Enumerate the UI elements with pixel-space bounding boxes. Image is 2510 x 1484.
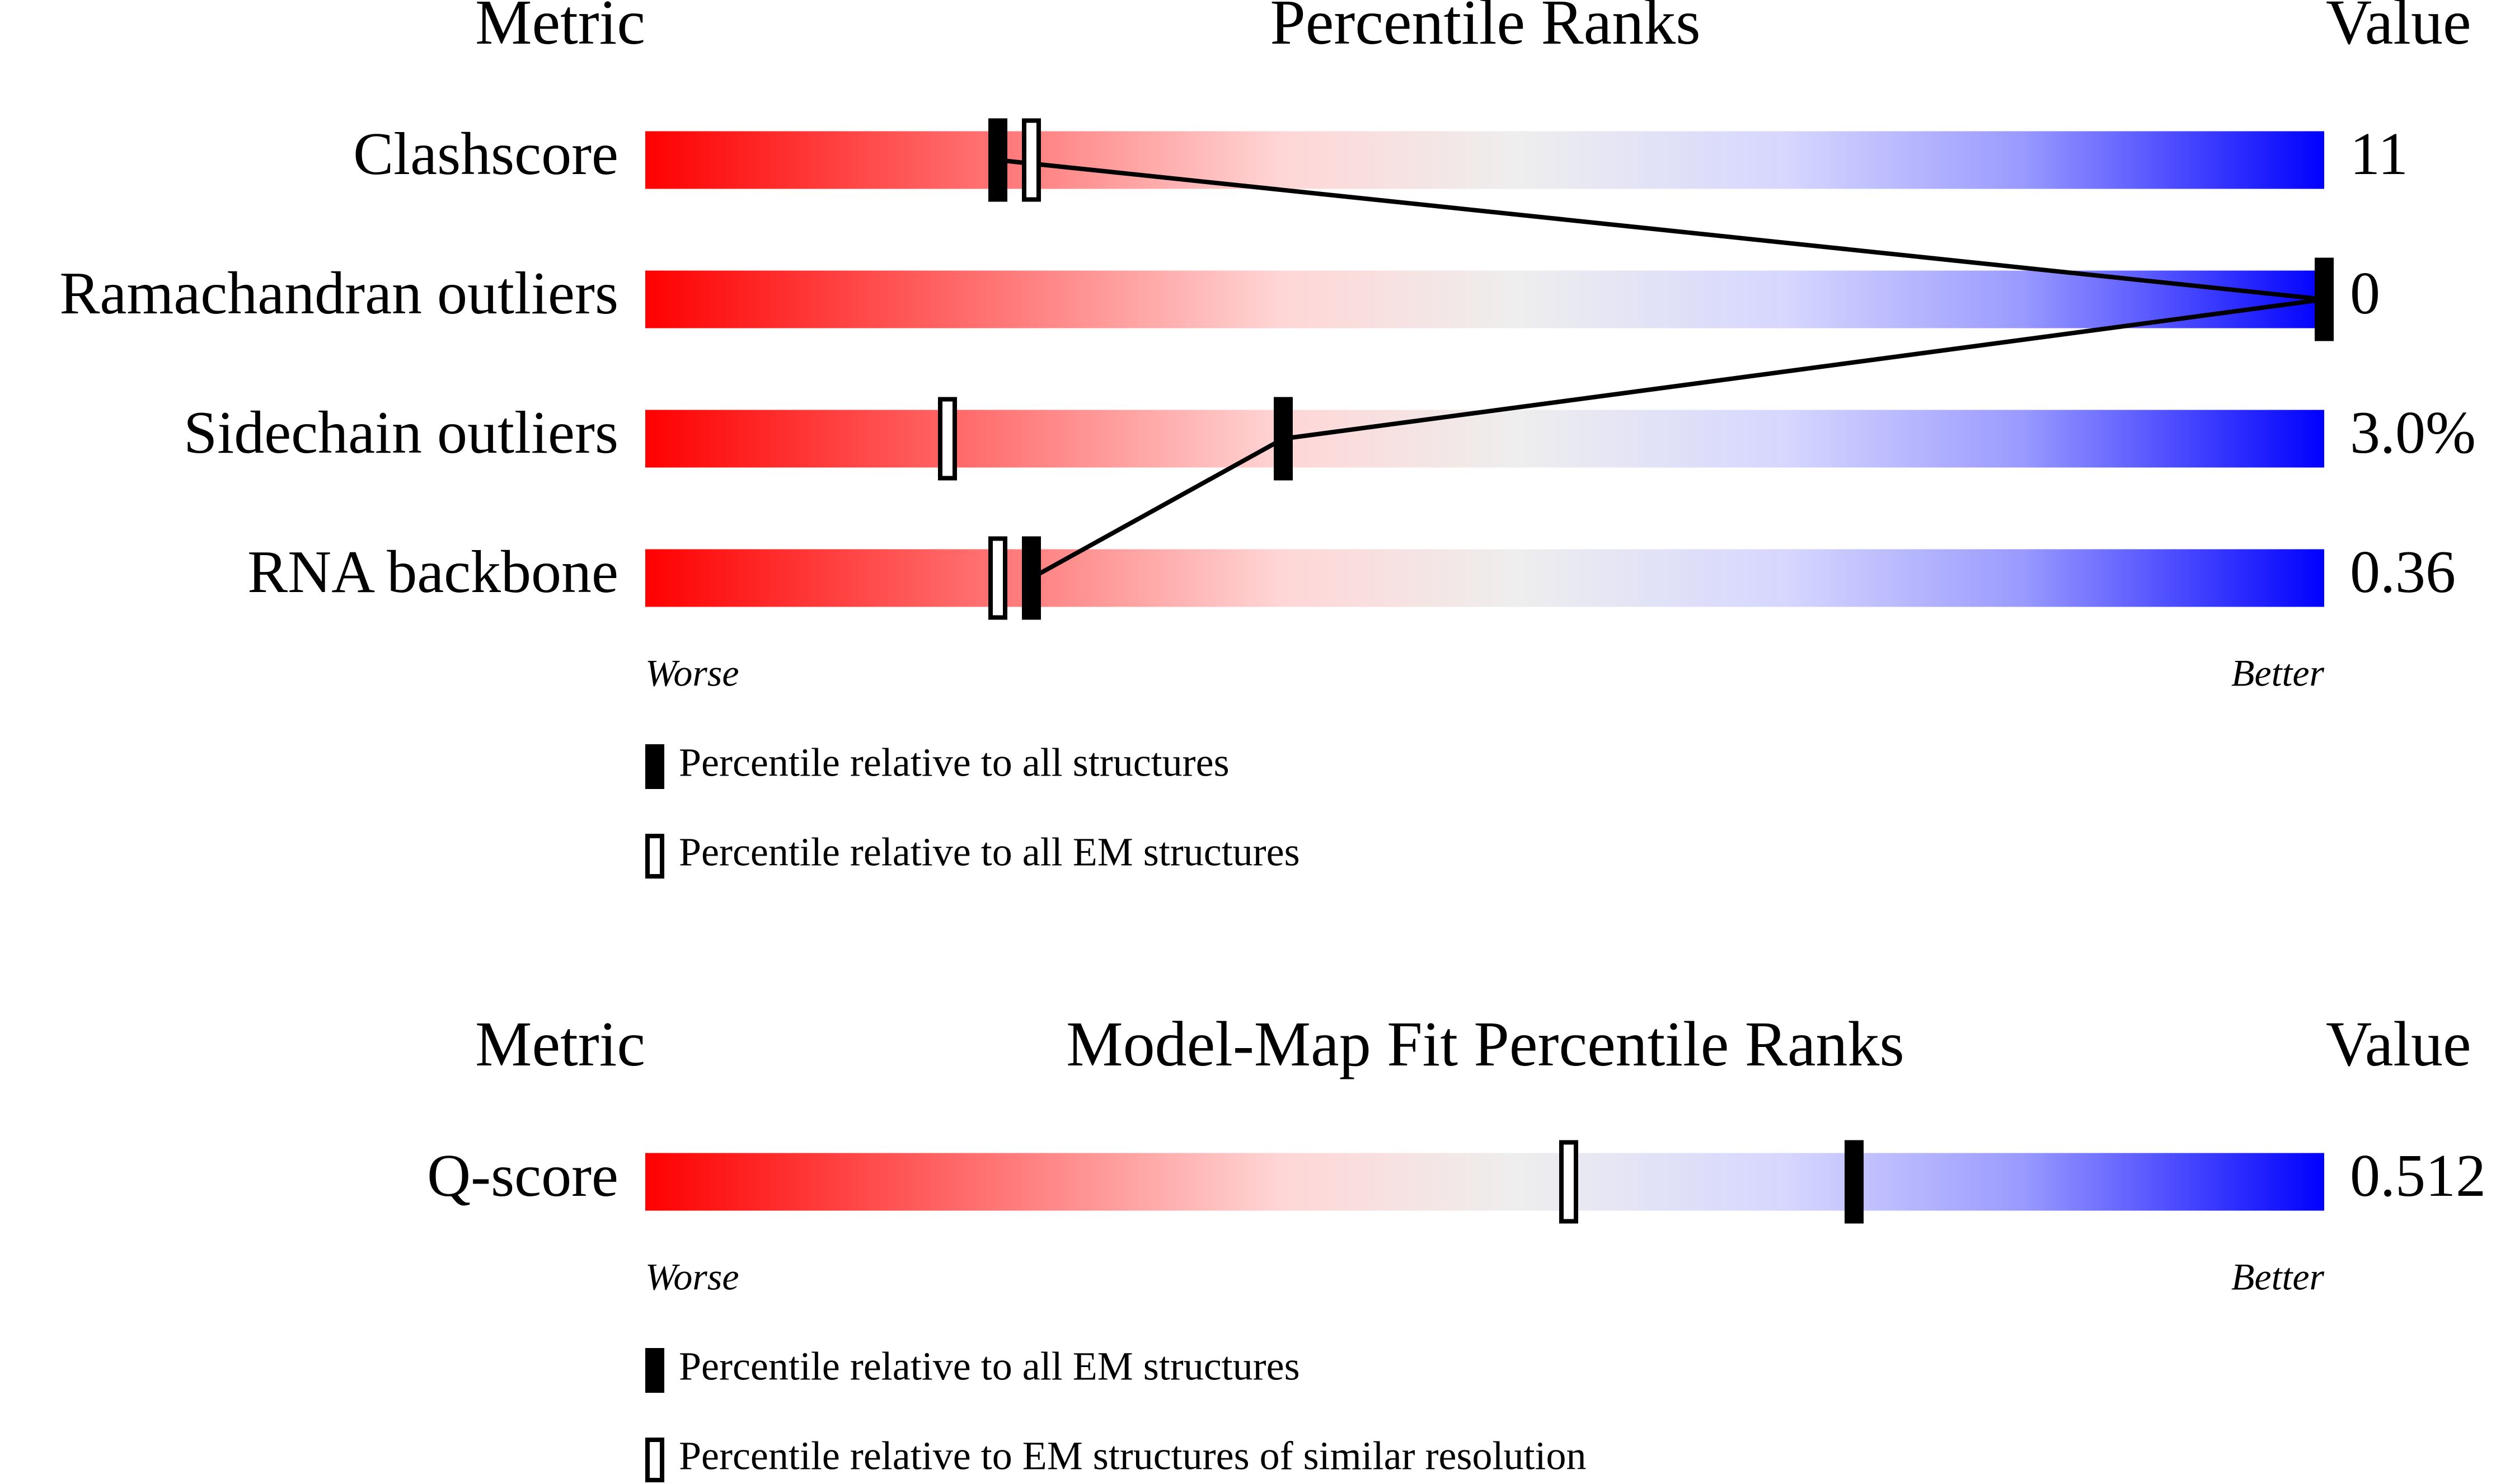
gradient-bar [645, 549, 2324, 607]
metric-value: 0 [2350, 260, 2380, 327]
better-label: Better [2231, 1256, 2325, 1298]
header-value: Value [2326, 1008, 2471, 1079]
metric-value: 11 [2350, 121, 2408, 187]
legend-label: Percentile relative to all EM structures [679, 1344, 1300, 1389]
legend-label: Percentile relative to all EM structures [679, 830, 1300, 875]
marker-filled [1022, 536, 1041, 620]
legend-open [645, 834, 664, 879]
gradient-bar [645, 1153, 2324, 1211]
gradient-bar [645, 410, 2324, 468]
worse-label: Worse [645, 652, 739, 694]
gradient-bar [645, 131, 2324, 189]
connector-line [997, 158, 2325, 580]
header-metric: Metric [475, 1008, 645, 1079]
marker-open [988, 536, 1007, 620]
marker-open [938, 397, 957, 481]
gradient-bar [645, 270, 2324, 328]
worse-label: Worse [645, 1256, 739, 1298]
metric-value: 0.512 [2350, 1143, 2486, 1209]
legend-label: Percentile relative to EM structures of … [679, 1434, 1587, 1478]
marker-filled [988, 118, 1007, 202]
legend-label: Percentile relative to all structures [679, 740, 1230, 785]
legend-filled [645, 1348, 664, 1393]
metric-label: Sidechain outliers [184, 400, 618, 466]
metric-label: RNA backbone [247, 539, 618, 605]
better-label: Better [2231, 652, 2325, 694]
metric-label: Ramachandran outliers [59, 260, 618, 327]
marker-open [1022, 118, 1041, 202]
metric-value: 3.0% [2350, 400, 2476, 466]
header-title: Model-Map Fit Percentile Ranks [1066, 1008, 1904, 1079]
header-metric: Metric [475, 0, 645, 58]
header-value: Value [2326, 0, 2471, 58]
marker-filled [1845, 1140, 1864, 1224]
legend-open [645, 1438, 664, 1482]
metric-value: 0.36 [2350, 539, 2456, 605]
legend-filled [645, 744, 664, 789]
metric-label: Q-score [427, 1143, 618, 1209]
metric-label: Clashscore [353, 121, 618, 187]
marker-open [1559, 1140, 1578, 1224]
marker-filled [1274, 397, 1293, 481]
marker-filled [2315, 257, 2334, 341]
header-title: Percentile Ranks [1270, 0, 1700, 58]
